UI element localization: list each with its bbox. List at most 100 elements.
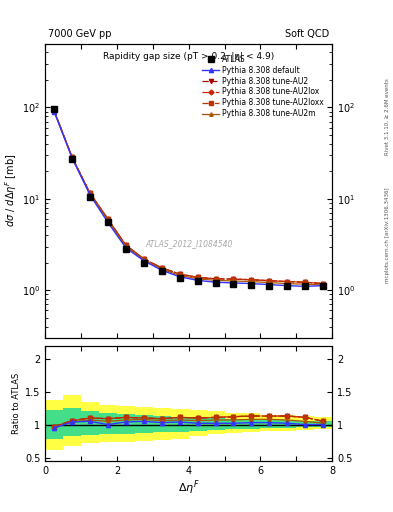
Line: Pythia 8.308 default: Pythia 8.308 default bbox=[52, 110, 325, 288]
Pythia 8.308 tune-AU2loxx bbox=[267, 278, 272, 284]
Line: Pythia 8.308 tune-AU2lox: Pythia 8.308 tune-AU2lox bbox=[52, 109, 325, 285]
Pythia 8.308 tune-AU2m bbox=[177, 272, 182, 279]
Text: ATLAS_2012_I1084540: ATLAS_2012_I1084540 bbox=[145, 239, 232, 248]
ATLAS bbox=[195, 278, 200, 284]
Pythia 8.308 tune-AU2m bbox=[267, 280, 272, 286]
Text: Rivet 3.1.10, ≥ 2.6M events: Rivet 3.1.10, ≥ 2.6M events bbox=[385, 79, 389, 156]
Pythia 8.308 default bbox=[213, 279, 218, 285]
Pythia 8.308 tune-AU2lox bbox=[267, 278, 272, 284]
ATLAS bbox=[70, 156, 74, 162]
Pythia 8.308 tune-AU2 bbox=[195, 274, 200, 281]
Pythia 8.308 tune-AU2lox bbox=[285, 279, 290, 285]
Pythia 8.308 tune-AU2lox bbox=[123, 242, 128, 248]
Pythia 8.308 tune-AU2lox bbox=[88, 190, 92, 196]
Line: Pythia 8.308 tune-AU2m: Pythia 8.308 tune-AU2m bbox=[52, 110, 325, 287]
Pythia 8.308 tune-AU2 bbox=[231, 276, 236, 282]
Pythia 8.308 tune-AU2lox bbox=[249, 276, 254, 283]
Pythia 8.308 tune-AU2 bbox=[52, 108, 57, 114]
Pythia 8.308 tune-AU2lox bbox=[231, 276, 236, 282]
Line: ATLAS: ATLAS bbox=[51, 106, 326, 289]
ATLAS bbox=[106, 220, 110, 226]
Pythia 8.308 default bbox=[267, 282, 272, 288]
Pythia 8.308 default bbox=[285, 283, 290, 289]
Pythia 8.308 default bbox=[141, 258, 146, 264]
Pythia 8.308 tune-AU2loxx bbox=[88, 190, 92, 196]
Text: 7000 GeV pp: 7000 GeV pp bbox=[48, 29, 112, 39]
Pythia 8.308 tune-AU2m bbox=[141, 257, 146, 263]
Pythia 8.308 tune-AU2loxx bbox=[177, 271, 182, 277]
ATLAS bbox=[303, 283, 308, 289]
Pythia 8.308 tune-AU2 bbox=[123, 242, 128, 248]
Pythia 8.308 tune-AU2loxx bbox=[249, 276, 254, 283]
Pythia 8.308 tune-AU2m bbox=[70, 155, 74, 161]
ATLAS bbox=[123, 246, 128, 252]
Pythia 8.308 tune-AU2loxx bbox=[52, 108, 57, 114]
Pythia 8.308 tune-AU2loxx bbox=[70, 154, 74, 160]
Pythia 8.308 default bbox=[106, 220, 110, 226]
ATLAS bbox=[249, 282, 254, 288]
ATLAS bbox=[267, 283, 272, 289]
ATLAS bbox=[52, 106, 57, 113]
Pythia 8.308 tune-AU2 bbox=[303, 279, 308, 285]
Pythia 8.308 tune-AU2lox bbox=[213, 276, 218, 282]
Pythia 8.308 tune-AU2m bbox=[213, 278, 218, 284]
Pythia 8.308 tune-AU2 bbox=[285, 279, 290, 285]
Pythia 8.308 tune-AU2m bbox=[231, 278, 236, 284]
Pythia 8.308 default bbox=[303, 283, 308, 289]
Pythia 8.308 default bbox=[249, 281, 254, 287]
Text: Rapidity gap size (pT > 0.2, |η| < 4.9): Rapidity gap size (pT > 0.2, |η| < 4.9) bbox=[103, 52, 274, 61]
Pythia 8.308 tune-AU2 bbox=[160, 265, 164, 271]
Pythia 8.308 tune-AU2loxx bbox=[213, 276, 218, 282]
Pythia 8.308 tune-AU2loxx bbox=[160, 265, 164, 271]
Pythia 8.308 default bbox=[321, 283, 325, 289]
Pythia 8.308 tune-AU2m bbox=[160, 266, 164, 272]
Pythia 8.308 default bbox=[52, 109, 57, 115]
Text: Soft QCD: Soft QCD bbox=[285, 29, 329, 39]
ATLAS bbox=[231, 281, 236, 287]
Pythia 8.308 default bbox=[177, 274, 182, 280]
Pythia 8.308 tune-AU2 bbox=[249, 276, 254, 283]
Pythia 8.308 tune-AU2m bbox=[195, 276, 200, 282]
ATLAS bbox=[321, 283, 325, 289]
Pythia 8.308 default bbox=[123, 245, 128, 251]
Y-axis label: Ratio to ATLAS: Ratio to ATLAS bbox=[12, 373, 21, 434]
Pythia 8.308 tune-AU2 bbox=[70, 154, 74, 160]
ATLAS bbox=[177, 275, 182, 281]
Pythia 8.308 tune-AU2loxx bbox=[285, 279, 290, 285]
Pythia 8.308 tune-AU2m bbox=[123, 244, 128, 250]
ATLAS bbox=[285, 283, 290, 289]
Pythia 8.308 tune-AU2loxx bbox=[195, 274, 200, 281]
Pythia 8.308 tune-AU2 bbox=[141, 256, 146, 262]
Pythia 8.308 tune-AU2 bbox=[267, 278, 272, 284]
Pythia 8.308 default bbox=[231, 280, 236, 286]
Pythia 8.308 tune-AU2lox bbox=[52, 108, 57, 114]
Pythia 8.308 tune-AU2lox bbox=[321, 281, 325, 287]
Pythia 8.308 tune-AU2m bbox=[303, 281, 308, 287]
ATLAS bbox=[141, 260, 146, 266]
Pythia 8.308 tune-AU2loxx bbox=[123, 242, 128, 248]
Pythia 8.308 tune-AU2 bbox=[88, 190, 92, 196]
Y-axis label: $d\sigma$ / $d\Delta\eta^F$ [mb]: $d\sigma$ / $d\Delta\eta^F$ [mb] bbox=[4, 154, 19, 227]
Pythia 8.308 tune-AU2m bbox=[321, 282, 325, 288]
Pythia 8.308 tune-AU2loxx bbox=[106, 216, 110, 222]
Pythia 8.308 tune-AU2lox bbox=[160, 265, 164, 271]
Line: Pythia 8.308 tune-AU2: Pythia 8.308 tune-AU2 bbox=[52, 109, 325, 286]
Pythia 8.308 tune-AU2 bbox=[213, 276, 218, 282]
ATLAS bbox=[213, 280, 218, 286]
Pythia 8.308 tune-AU2lox bbox=[70, 154, 74, 160]
Pythia 8.308 tune-AU2lox bbox=[177, 271, 182, 277]
Text: mcplots.cern.ch [arXiv:1306.3436]: mcplots.cern.ch [arXiv:1306.3436] bbox=[385, 187, 389, 283]
Pythia 8.308 default bbox=[70, 155, 74, 161]
Pythia 8.308 tune-AU2m bbox=[249, 279, 254, 285]
Pythia 8.308 tune-AU2m bbox=[106, 217, 110, 223]
Pythia 8.308 tune-AU2lox bbox=[195, 274, 200, 281]
Pythia 8.308 tune-AU2 bbox=[177, 271, 182, 277]
Pythia 8.308 tune-AU2m bbox=[88, 191, 92, 197]
Pythia 8.308 tune-AU2 bbox=[321, 281, 325, 287]
ATLAS bbox=[88, 194, 92, 200]
Pythia 8.308 tune-AU2loxx bbox=[231, 276, 236, 282]
X-axis label: $\Delta\eta^F$: $\Delta\eta^F$ bbox=[178, 478, 200, 497]
ATLAS bbox=[160, 268, 164, 274]
Pythia 8.308 tune-AU2lox bbox=[106, 216, 110, 222]
Pythia 8.308 tune-AU2m bbox=[52, 108, 57, 114]
